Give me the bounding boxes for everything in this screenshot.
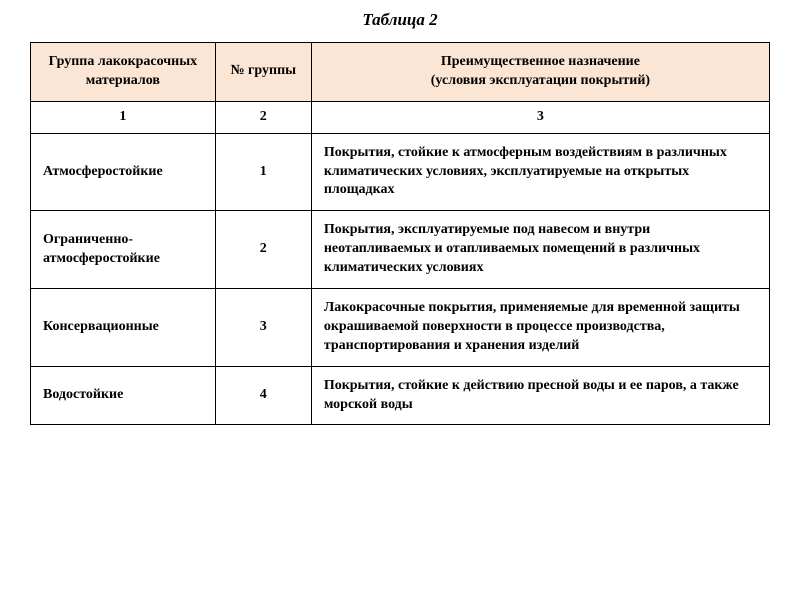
table-row: Консервационные 3 Лакокрасочные покрытия… bbox=[31, 289, 770, 367]
column-number-row: 1 2 3 bbox=[31, 101, 770, 133]
cell-group: Консервационные bbox=[31, 289, 216, 367]
table-row: Ограниченно-атмосферостойкие 2 Покрытия,… bbox=[31, 211, 770, 289]
cell-desc: Покрытия, стойкие к атмосферным воздейст… bbox=[311, 133, 769, 211]
table-row: Водостойкие 4 Покрытия, стойкие к действ… bbox=[31, 366, 770, 425]
cell-desc: Покрытия, стойкие к действию пресной вод… bbox=[311, 366, 769, 425]
cell-num: 4 bbox=[215, 366, 311, 425]
colnum-1: 1 bbox=[31, 101, 216, 133]
table-header-row: Группа лакокрасочных материалов № группы… bbox=[31, 43, 770, 102]
header-col-3-line1: Преимущественное назначение bbox=[324, 53, 757, 72]
header-col-2: № группы bbox=[215, 43, 311, 102]
cell-num: 3 bbox=[215, 289, 311, 367]
cell-group: Атмосферостойкие bbox=[31, 133, 216, 211]
cell-desc: Покрытия, эксплуатируемые под навесом и … bbox=[311, 211, 769, 289]
colnum-2: 2 bbox=[215, 101, 311, 133]
colnum-3: 3 bbox=[311, 101, 769, 133]
header-col-3: Преимущественное назначение (условия экс… bbox=[311, 43, 769, 102]
header-col-1: Группа лакокрасочных материалов bbox=[31, 43, 216, 102]
header-col-3-line2: (условия эксплуатации покрытий) bbox=[324, 72, 757, 91]
cell-group: Водостойкие bbox=[31, 366, 216, 425]
materials-table: Группа лакокрасочных материалов № группы… bbox=[30, 42, 770, 425]
table-title: Таблица 2 bbox=[30, 10, 770, 30]
table-row: Атмосферостойкие 1 Покрытия, стойкие к а… bbox=[31, 133, 770, 211]
cell-num: 2 bbox=[215, 211, 311, 289]
cell-num: 1 bbox=[215, 133, 311, 211]
cell-group: Ограниченно-атмосферостойкие bbox=[31, 211, 216, 289]
cell-desc: Лакокрасочные покрытия, применяемые для … bbox=[311, 289, 769, 367]
